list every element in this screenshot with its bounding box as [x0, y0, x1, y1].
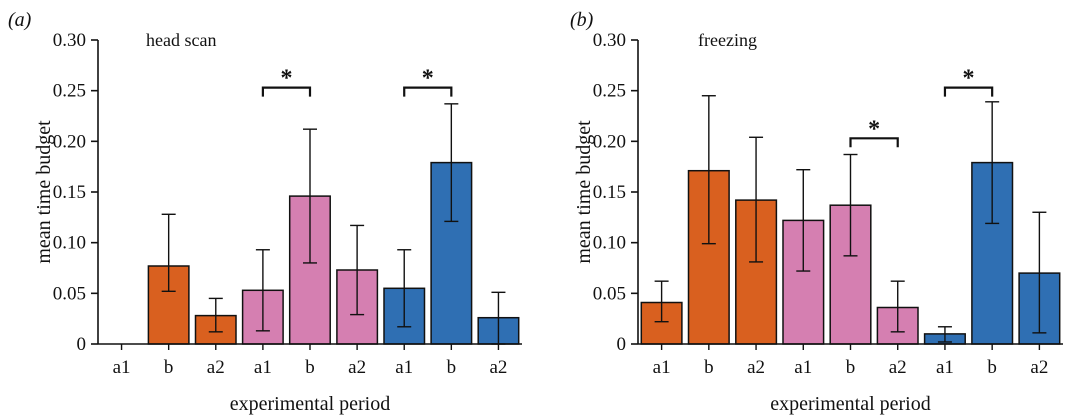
y-tick-label: 0	[77, 334, 87, 355]
x-tick-label-a2: a2	[348, 357, 366, 378]
x-tick-label-b: b	[164, 357, 174, 378]
y-tick-label: 0.05	[53, 283, 86, 304]
x-tick-label-a1: a1	[254, 357, 272, 378]
error-bar-2	[161, 213, 176, 293]
x-tick-label-b: b	[987, 357, 997, 378]
y-tick-label: 0.30	[53, 30, 86, 51]
y-tick-label: 0.30	[593, 30, 626, 51]
error-bar-4	[796, 169, 811, 272]
x-tick-label-b: b	[447, 357, 457, 378]
x-tick-label-b: b	[305, 357, 315, 378]
error-bar-3	[749, 136, 764, 263]
y-tick-label: 0.15	[593, 182, 626, 203]
error-bar-9	[1032, 211, 1047, 334]
error-bar-2	[701, 95, 716, 245]
x-tick-label-a1: a1	[936, 357, 954, 378]
y-tick-label: 0.25	[53, 81, 86, 102]
y-tick-label: 0.05	[593, 283, 626, 304]
x-tick-label-a2: a2	[747, 357, 765, 378]
error-bar-8	[444, 103, 459, 223]
y-tick-label: 0	[617, 334, 627, 355]
error-bar-5	[303, 128, 317, 264]
significance-star: *	[422, 66, 434, 92]
error-bar-1	[654, 280, 669, 323]
x-tick-label-a2: a2	[207, 357, 225, 378]
significance-star: *	[280, 66, 292, 92]
x-tick-label-a1: a1	[395, 357, 413, 378]
significance-bracket-2: *	[403, 66, 453, 97]
y-tick-label: 0.10	[53, 233, 86, 254]
x-tick-label-b: b	[846, 357, 856, 378]
error-bar-5	[843, 153, 858, 257]
significance-bracket-1: *	[849, 116, 899, 148]
error-bar-6	[890, 280, 905, 333]
y-tick-label: 0.15	[53, 182, 86, 203]
x-axis-title: experimental period	[230, 393, 391, 415]
y-axis-title: mean time budget	[33, 120, 55, 264]
y-tick-label: 0.10	[593, 233, 626, 254]
bracket-line	[403, 86, 453, 97]
x-axis-title: experimental period	[770, 393, 931, 415]
x-tick-label-a2: a2	[1030, 357, 1048, 378]
panel-tag: (b)	[570, 9, 594, 31]
significance-bracket-1: *	[261, 66, 312, 97]
significance-star: *	[868, 116, 880, 142]
bracket-line	[849, 137, 899, 148]
significance-star: *	[963, 66, 975, 92]
panel-tag: (a)	[8, 9, 32, 31]
y-tick-label: 0.20	[593, 131, 626, 152]
bar-b-5	[288, 195, 331, 345]
panel-annotation: head scan	[146, 30, 216, 50]
panel-annotation: freezing	[698, 30, 757, 50]
error-bar-4	[255, 249, 270, 332]
x-tick-label-a1: a1	[113, 357, 131, 378]
x-tick-label-a2: a2	[489, 357, 507, 378]
error-bar-7	[397, 249, 412, 328]
panel-b-freezing: (b) freezing * * 0 0.05 0.10 0.15 0.20 0.25 0.30 a1…	[570, 9, 1063, 415]
error-bar-6	[350, 224, 365, 316]
y-tick-label: 0.20	[53, 131, 86, 152]
panel-a-head-scan: (a) head scan * * 0 0.05 0.10 0.15 0.20 0.25 0.30 a…	[8, 9, 522, 415]
significance-bracket-2: *	[943, 66, 994, 97]
bracket-line	[943, 86, 994, 97]
y-tick-label: 0.25	[593, 81, 626, 102]
x-tick-label-a2: a2	[889, 357, 907, 378]
x-tick-label-a1: a1	[794, 357, 812, 378]
error-bar-8	[985, 101, 1000, 225]
error-bar-7	[937, 326, 952, 343]
y-axis-title: mean time budget	[573, 120, 595, 264]
x-tick-label-b: b	[704, 357, 714, 378]
bracket-line	[261, 86, 312, 97]
x-tick-label-a1: a1	[653, 357, 671, 378]
error-bar-3	[208, 297, 223, 333]
